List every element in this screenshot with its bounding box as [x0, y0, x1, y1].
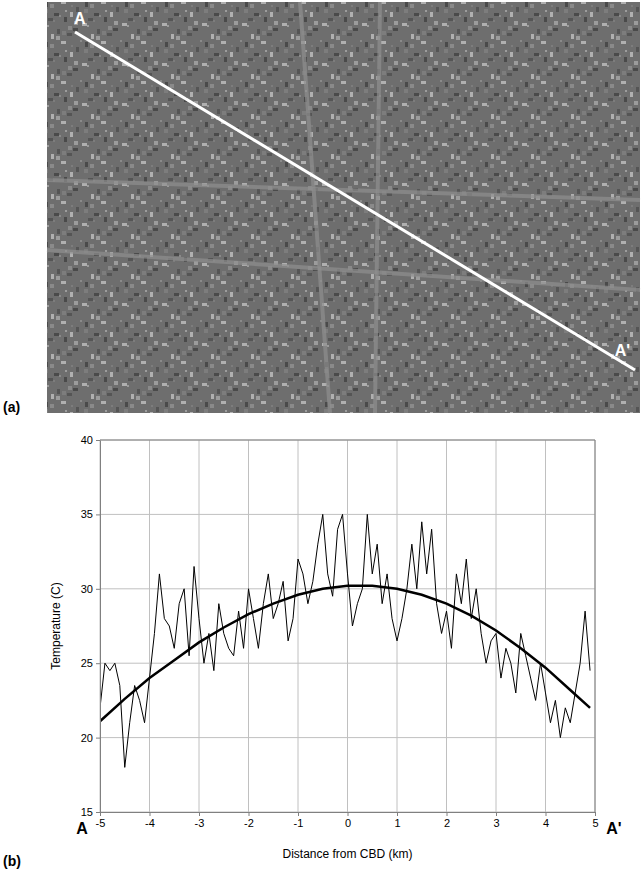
panel-label: (b) [3, 853, 21, 869]
x-tick: 3 [493, 812, 499, 829]
x-tick-mark [298, 812, 299, 816]
y-tick-label: 40 [81, 434, 93, 446]
grid-line-y [100, 737, 595, 738]
x-tick-mark [249, 812, 250, 816]
panel-a: A A' [47, 2, 640, 413]
annotation: A [76, 820, 88, 837]
x-axis-title: Distance from CBD (km) [282, 847, 412, 861]
grid-line-x [496, 440, 497, 812]
x-tick-mark [546, 812, 547, 816]
y-axis: 15 20 25 30 35 40 [81, 434, 101, 818]
grid-line-x [545, 440, 546, 812]
y-tick: 20 [81, 732, 100, 744]
grid-line-x [397, 440, 398, 812]
grid-line-y [100, 588, 595, 589]
y-tick-mark [96, 738, 100, 739]
panel-b: -5 -4 -3 -2 -1 0 1 2 3 4 5 15 20 25 30 35 40 Distance fro… [49, 434, 622, 861]
y-tick-label: 20 [81, 732, 93, 744]
x-tick: 4 [543, 812, 549, 829]
x-tick: 2 [444, 812, 450, 829]
y-tick: 25 [81, 657, 100, 669]
frame [595, 440, 596, 812]
trend-line [100, 586, 590, 721]
y-tick-mark [96, 812, 100, 813]
panel-label: (a) [3, 399, 20, 415]
x-tick: 5 [592, 812, 598, 829]
x-tick-mark [199, 812, 200, 816]
grid-line-y [100, 514, 595, 515]
x-tick-mark [150, 812, 151, 816]
x-tick: 0 [345, 812, 351, 829]
grid [100, 440, 595, 812]
y-tick-mark [96, 514, 100, 515]
y-tick: 35 [81, 508, 100, 520]
y-axis-title: Temperature (C) [49, 582, 63, 669]
temperature-line [100, 514, 590, 767]
x-tick-label: 5 [592, 817, 598, 829]
grid-line-x [347, 440, 348, 812]
grid-line-x [100, 440, 101, 812]
x-tick-mark [348, 812, 349, 816]
frame [100, 440, 595, 441]
y-tick-label: 25 [81, 657, 93, 669]
x-tick: 1 [394, 812, 400, 829]
grid-line-x [595, 440, 596, 812]
y-tick-label: 30 [81, 583, 93, 595]
x-axis: -5 -4 -3 -2 -1 0 1 2 3 4 5 [96, 812, 599, 829]
y-tick-label: 15 [81, 806, 93, 818]
x-tick-mark [447, 812, 448, 816]
aerial-image [47, 2, 640, 413]
x-tick: -1 [294, 812, 304, 829]
x-tick-mark [100, 812, 101, 816]
road [47, 250, 640, 290]
x-tick: -2 [244, 812, 254, 829]
grid-line-x [298, 440, 299, 812]
grid-line-x [149, 440, 150, 812]
x-tick-label: 2 [444, 817, 450, 829]
y-tick: 40 [81, 434, 100, 446]
x-tick: -4 [145, 812, 155, 829]
x-tick-label: -4 [145, 817, 155, 829]
y-tick-label: 35 [81, 508, 93, 520]
y-axis-line [100, 441, 101, 813]
grid-line-y [100, 440, 595, 441]
transect-end-label: A' [615, 342, 630, 359]
x-tick: -5 [96, 812, 106, 829]
grid-line-y [100, 663, 595, 664]
y-tick: 15 [81, 806, 100, 818]
x-tick-label: 3 [493, 817, 499, 829]
grid-line-x [446, 440, 447, 812]
grid-line-x [248, 440, 249, 812]
annotation: A' [606, 820, 621, 837]
x-tick-label: -3 [195, 817, 205, 829]
x-tick-label: 1 [394, 817, 400, 829]
road [300, 2, 330, 413]
transect-start-label: A [74, 10, 86, 27]
y-tick-mark [96, 589, 100, 590]
x-tick-label: -1 [294, 817, 304, 829]
x-tick-label: 0 [345, 817, 351, 829]
plot-area [100, 514, 590, 767]
x-tick-label: 4 [543, 817, 549, 829]
transect-line [75, 32, 635, 370]
x-tick-label: -2 [244, 817, 254, 829]
y-tick-mark [96, 663, 100, 664]
x-tick-mark [496, 812, 497, 816]
road [47, 180, 640, 200]
figure: A A' (a) -5 -4 -3 -2 -1 0 1 2 3 4 5 15 20 25 30 35 40 Distan… [0, 0, 642, 873]
road [375, 2, 380, 413]
x-tick: -3 [195, 812, 205, 829]
x-tick-mark [397, 812, 398, 816]
x-tick-label: -5 [96, 817, 106, 829]
y-tick: 30 [81, 583, 100, 595]
x-tick-mark [595, 812, 596, 816]
y-tick-mark [96, 440, 100, 441]
